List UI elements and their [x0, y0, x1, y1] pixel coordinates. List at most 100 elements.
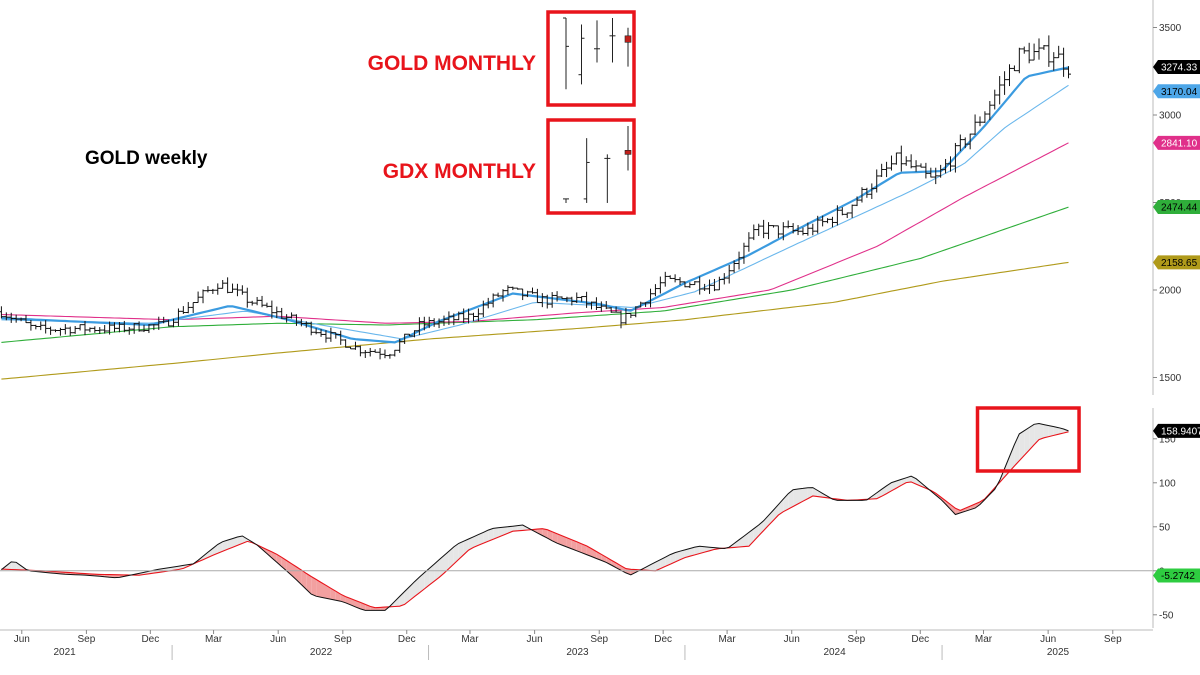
- oscillator-fill: [296, 566, 302, 585]
- oscillator-fill: [478, 532, 484, 546]
- price-bar: [820, 215, 826, 227]
- ma-green-line: [1, 206, 1069, 343]
- price-bar: [357, 345, 363, 357]
- price-bar: [1011, 65, 1017, 72]
- price-bar: [225, 277, 231, 294]
- price-bar: [589, 301, 595, 310]
- price-bar: [913, 160, 919, 172]
- price-bar: [997, 76, 1003, 105]
- x-month-label: Jun: [1040, 634, 1056, 645]
- oscillator-fill: [237, 536, 243, 546]
- x-month-label: Dec: [654, 634, 672, 645]
- x-year-label: 2025: [1047, 647, 1070, 658]
- price-bar: [97, 327, 103, 334]
- price-bar: [893, 152, 899, 165]
- oscillator-fill: [950, 504, 956, 515]
- oscillator-fill: [744, 532, 749, 547]
- price-bar: [633, 306, 639, 318]
- oscillator-fill: [217, 541, 223, 554]
- price-bar: [161, 316, 167, 324]
- price-bar: [274, 306, 280, 319]
- price-bar: [1066, 66, 1072, 79]
- price-bar: [731, 260, 737, 273]
- price-bar: [289, 312, 295, 319]
- price-bar: [849, 204, 855, 218]
- oscillator-fill: [1048, 425, 1054, 437]
- badge-shape: [1153, 200, 1200, 215]
- x-year-label: 2023: [566, 647, 589, 658]
- oscillator-fill: [414, 577, 420, 597]
- price-bar: [382, 349, 388, 359]
- price-bar: [82, 320, 88, 336]
- price-bar: [579, 296, 585, 302]
- price-bar: [416, 317, 422, 336]
- badge-label: 3170.04: [1161, 87, 1198, 98]
- inset-frame: [546, 10, 636, 107]
- price-bar: [618, 310, 624, 329]
- price-bar: [264, 302, 270, 308]
- price-bar: [171, 318, 177, 328]
- price-bar: [230, 283, 236, 293]
- price-bar: [697, 276, 703, 295]
- oscillator-fill: [945, 500, 951, 510]
- price-bar: [284, 314, 290, 323]
- price-bar: [490, 293, 496, 308]
- oscillator-fill: [689, 547, 695, 557]
- price-bar: [987, 101, 993, 121]
- price-bar: [707, 279, 713, 294]
- price-bar: [874, 169, 880, 193]
- price-bar: [57, 327, 63, 336]
- price-bar: [456, 311, 462, 321]
- badge-price: 3274.33: [1153, 60, 1200, 75]
- oscillator-fill: [271, 551, 277, 563]
- oscillator-fill: [871, 492, 877, 499]
- oscillator-fill: [483, 530, 489, 544]
- price-bar: [854, 196, 860, 207]
- price-bar: [844, 212, 850, 219]
- price-bar: [72, 326, 78, 334]
- price-bar: [967, 133, 973, 150]
- price-bar: [323, 330, 329, 343]
- price-bar: [992, 89, 998, 110]
- price-bar: [825, 218, 831, 224]
- inset-gdx-monthly: [546, 118, 636, 215]
- price-bar: [795, 225, 801, 236]
- oscillator-fill: [16, 562, 22, 570]
- inset-bar-body: [624, 150, 632, 155]
- price-bar: [933, 167, 939, 185]
- price-bar: [726, 265, 732, 284]
- price-bar: [466, 308, 472, 324]
- x-month-label: Jun: [527, 634, 543, 645]
- price-bar-layer: [0, 35, 1072, 360]
- price-bar: [77, 324, 83, 331]
- oscillator-fill: [380, 607, 385, 611]
- oscillator-fill: [444, 551, 449, 574]
- price-bar: [377, 348, 383, 360]
- x-month-label: Sep: [334, 634, 352, 645]
- price-bar: [864, 187, 870, 198]
- oscillator-fill: [488, 528, 494, 542]
- price-bar: [112, 322, 118, 333]
- oscillator-fill: [345, 596, 351, 605]
- price-bar: [352, 341, 358, 350]
- price-bar: [598, 301, 604, 312]
- x-month-label: Mar: [205, 634, 223, 645]
- price-bar: [18, 317, 24, 322]
- price-bar: [205, 286, 211, 293]
- price-bar: [333, 332, 339, 339]
- badge-ma-mid: 3170.04: [1153, 84, 1200, 99]
- oscillator-fill: [576, 541, 582, 553]
- price-bar: [534, 288, 540, 304]
- oscillator-fill: [734, 539, 739, 548]
- oscillator-fill: [1014, 433, 1020, 466]
- price-bar: [613, 306, 619, 313]
- price-bar: [756, 223, 762, 236]
- price-bar: [805, 222, 811, 236]
- price-bar: [249, 300, 255, 306]
- oscillator-fill: [321, 582, 326, 599]
- price-bar: [254, 296, 260, 306]
- price-bar: [1021, 46, 1027, 54]
- price-bar: [0, 306, 4, 319]
- price-bar: [869, 183, 875, 200]
- price-bar: [43, 320, 49, 334]
